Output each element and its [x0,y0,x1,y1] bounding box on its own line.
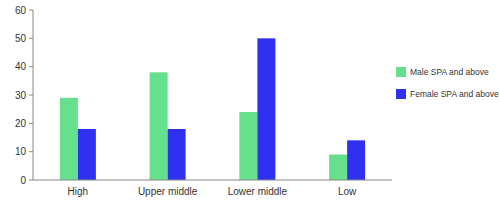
legend-label: Male SPA and above [410,67,489,77]
legend-label: Female SPA and above [410,89,499,99]
y-tick [29,10,33,11]
bars [60,38,365,180]
y-tick-label: 10 [15,146,27,157]
bar [347,140,365,180]
bar [257,38,275,180]
legend-swatch [396,89,406,99]
bar [329,155,347,181]
x-tick-label: High [68,186,89,197]
x-tick-label: Lower middle [228,186,288,197]
y-tick [29,123,33,124]
y-tick [29,66,33,67]
chart: 0 10 20 30 40 50 60 High Upper middle Lower middl… [0,0,500,203]
y-tick [29,180,33,181]
y-tick [29,38,33,39]
y-tick-label: 20 [15,118,27,129]
x-axis [33,180,392,181]
y-tick-label: 0 [20,175,26,186]
bar [60,98,78,180]
y-tick [29,151,33,152]
bar [168,129,186,180]
y-tick-label: 40 [15,61,27,72]
bar [239,112,257,180]
bar [150,72,168,180]
y-tick-label: 50 [15,33,27,44]
legend-swatch [396,67,406,77]
y-tick-label: 60 [15,5,27,16]
x-tick-label: Upper middle [138,186,198,197]
y-tick-label: 30 [15,90,27,101]
y-tick [29,95,33,96]
y-axis [33,10,34,180]
x-tick-label: Low [338,186,357,197]
bar [78,129,96,180]
